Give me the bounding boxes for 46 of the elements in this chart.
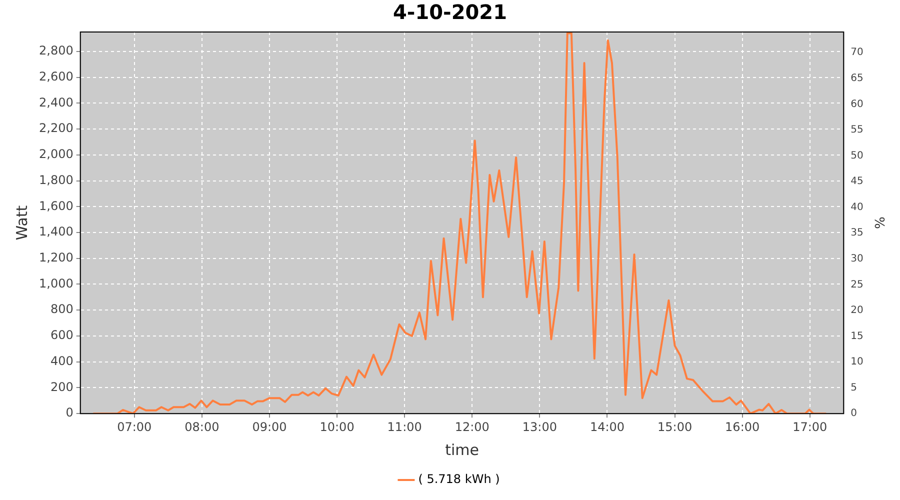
y2-tick-label: 20: [850, 305, 864, 316]
x-tick-label: 16:00: [725, 420, 760, 434]
y2-tick-label: 10: [850, 356, 864, 368]
y-tick-label: 1,800: [38, 172, 74, 187]
y2-tick-label: 30: [850, 253, 864, 264]
y2-tick-label: 25: [850, 279, 864, 290]
y-tick-label: 1,400: [38, 224, 74, 239]
x-tick-label: 08:00: [184, 420, 220, 434]
y-tick-label: 800: [50, 302, 74, 316]
chart-title: 4-10-2021: [392, 0, 508, 24]
y2-tick-label: 65: [850, 73, 864, 84]
x-tick-label: 14:00: [590, 420, 625, 434]
y-tick-label: 2,000: [38, 147, 74, 162]
y-tick-label: 200: [50, 380, 74, 394]
y-tick-label: 2,800: [38, 44, 74, 58]
x-tick-label: 15:00: [658, 420, 692, 434]
x-tick-label: 12:00: [454, 420, 490, 434]
y-tick-label: 2,400: [38, 95, 74, 110]
x-axis-title: time: [445, 440, 479, 459]
y-tick-label: 2,200: [38, 121, 74, 136]
x-tick-label: 09:00: [252, 420, 287, 434]
y2-tick-label: 50: [850, 150, 864, 162]
y2-tick-label: 15: [850, 330, 864, 342]
y-tick-label: 1,200: [38, 250, 74, 264]
legend-label: ( 5.718 kWh ): [418, 472, 500, 486]
y2-tick-label: 0: [850, 408, 858, 420]
y2-tick-label: 55: [850, 124, 864, 136]
y2-tick-label: 40: [850, 202, 864, 213]
y2-tick-label: 70: [850, 47, 864, 58]
y2-axis-title: %: [870, 216, 886, 229]
x-tick-label: 11:00: [387, 420, 422, 434]
y-tick-label: 2,600: [38, 69, 74, 84]
y2-tick-label: 35: [850, 228, 864, 239]
y-tick-label: 1,600: [38, 198, 74, 213]
x-tick-label: 13:00: [522, 420, 557, 434]
y2-tick-label: 45: [850, 176, 864, 188]
y-tick-label: 600: [50, 328, 74, 342]
y-axis-title: Watt: [12, 205, 31, 240]
x-tick-label: 10:00: [320, 420, 354, 434]
y-tick-label: 0: [66, 406, 74, 420]
x-tick-label: 07:00: [117, 420, 152, 434]
x-tick-label: 17:00: [792, 420, 828, 434]
y2-tick-label: 60: [850, 98, 864, 110]
y-tick-label: 1,000: [38, 276, 74, 290]
y-tick-label: 400: [50, 354, 74, 368]
y2-tick-label: 5: [850, 382, 858, 394]
